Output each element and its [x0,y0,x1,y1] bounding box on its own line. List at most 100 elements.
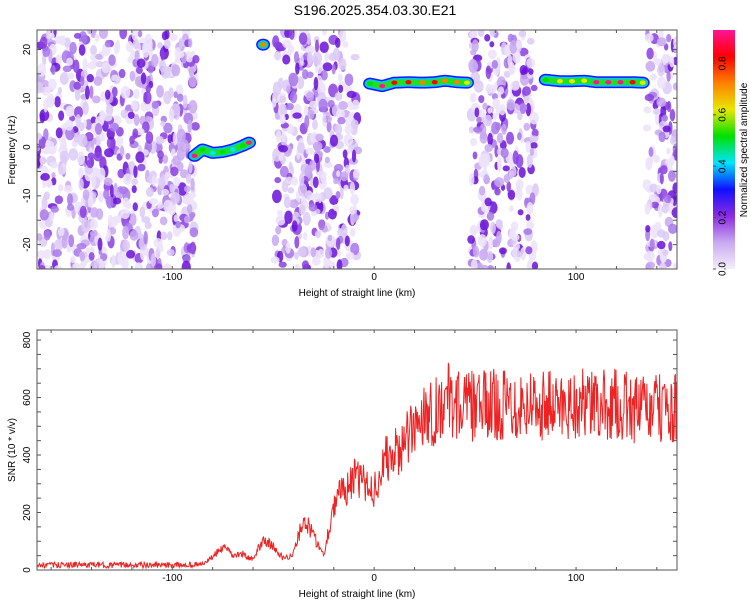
noise-blob [288,161,293,171]
noise-blob [129,70,136,82]
noise-blob [293,251,299,260]
noise-blob [498,219,503,231]
noise-blob [285,176,294,185]
noise-blob [492,112,498,121]
noise-blob [98,132,106,142]
noise-blob [522,86,531,96]
noise-blob [39,209,49,221]
noise-blob [106,136,116,150]
noise-blob [111,254,116,269]
noise-blob [284,210,293,224]
noise-blob [275,215,286,226]
noise-blob [72,59,80,73]
noise-blob [324,156,330,164]
noise-blob [350,214,358,223]
noise-blob [529,192,536,206]
noise-blob [173,176,180,187]
noise-blob [507,189,516,200]
signal-track-1-point [239,143,246,148]
noise-blob [513,242,520,251]
noise-blob [148,198,159,205]
noise-blob [672,82,677,91]
colorbar-tick-label: 0.2 [718,210,729,224]
noise-blob [506,262,511,269]
noise-blob [274,177,282,184]
noise-blob [132,202,138,212]
noise-blob [525,246,533,255]
noise-blob [304,115,310,129]
noise-blob [468,126,475,134]
noise-blob [349,227,356,237]
noise-blob [295,263,301,269]
noise-blob [157,150,164,160]
noise-blob [502,165,510,172]
noise-blob [512,150,519,165]
noise-blob [312,176,319,189]
noise-blob [89,219,98,230]
noise-blob [490,221,496,234]
noise-blob [79,251,86,262]
noise-blob [479,123,487,138]
noise-blob [286,103,294,111]
noise-blob [176,93,184,102]
noise-blob [76,242,87,250]
noise-blob [306,71,314,79]
noise-blob [151,175,157,187]
noise-blob [188,66,195,77]
noise-blob [179,139,189,153]
noise-blob [162,154,169,164]
noise-blob [336,170,341,178]
noise-blob [172,155,181,166]
noise-blob [332,47,341,61]
noise-blob [658,262,667,269]
noise-blob [301,69,309,80]
noise-blob [671,207,677,219]
noise-blob [482,102,488,110]
noise-blob [115,39,121,53]
noise-blob [649,73,658,81]
noise-blob [155,135,164,145]
noise-blob [656,184,662,195]
noise-blob [327,100,335,108]
spectrogram-xtick-label: -100 [162,272,182,283]
noise-blob [105,103,114,117]
noise-blob [129,213,137,226]
signal-track-3-point [367,81,374,86]
noise-blob [528,68,534,75]
noise-blob [469,172,475,186]
colorbar-gradient [713,30,735,269]
noise-blob [166,249,175,257]
noise-blob [160,120,166,127]
noise-blob [335,237,341,250]
noise-blob [352,168,361,179]
snr-xlabel: Height of straight line (km) [299,589,416,600]
noise-blob [487,132,493,146]
snr-ytick-label: 200 [22,504,33,521]
noise-blob [334,92,343,101]
noise-blob [82,101,89,116]
colorbar: 0.0 0.2 0.4 0.6 0.8 Normalized spectral ampl… [713,30,750,276]
signal-track-4-point [617,79,624,85]
noise-blob [190,177,195,191]
spectrogram-ytick-label: 10 [22,92,33,104]
noise-blob [54,96,61,108]
noise-blob [80,75,85,87]
noise-blob [666,33,672,43]
noise-blob [132,128,139,139]
noise-blob [515,41,522,50]
noise-blob [317,193,323,204]
noise-blob [473,54,483,62]
noise-blob [471,39,479,53]
noise-blob [654,111,660,126]
noise-blob [42,45,51,58]
spectrogram-frame [36,29,678,270]
noise-blob [308,203,318,212]
noise-blob [78,44,86,56]
noise-blob [663,194,672,204]
noise-blob [160,188,170,196]
noise-blob [669,155,675,166]
noise-blob [508,64,516,75]
noise-blob [518,166,526,178]
